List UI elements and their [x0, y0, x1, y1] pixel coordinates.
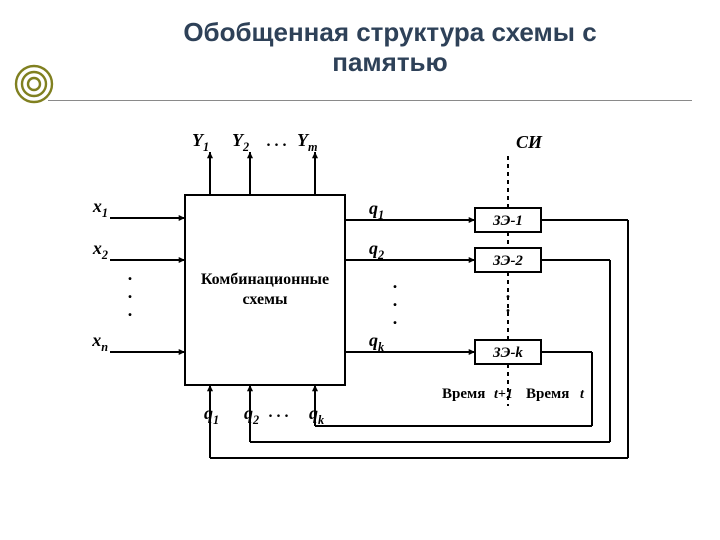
svg-text:q1: q1	[204, 403, 219, 427]
svg-text:.: .	[393, 308, 398, 328]
svg-text:. . .: . . .	[267, 133, 287, 150]
svg-text:q2: q2	[244, 403, 259, 427]
title-line1: Обобщенная структура схемы с	[183, 17, 596, 47]
svg-text:t+1: t+1	[494, 387, 513, 402]
svg-text:xn: xn	[91, 330, 108, 354]
svg-text:.: .	[128, 282, 133, 302]
page-title: Обобщенная структура схемы с памятью	[100, 18, 680, 78]
svg-text:t: t	[580, 387, 585, 402]
svg-text:Y1: Y1	[192, 130, 209, 154]
svg-text:q1: q1	[369, 198, 384, 222]
title-divider	[48, 100, 692, 101]
svg-text:ЗЭ-1: ЗЭ-1	[492, 213, 523, 229]
svg-text:.: .	[128, 264, 133, 284]
title-line2: памятью	[332, 47, 448, 77]
svg-text:.: .	[393, 272, 398, 292]
svg-text:qk: qk	[369, 330, 385, 354]
svg-text:Время: Время	[442, 386, 485, 402]
svg-text:Y2: Y2	[232, 130, 249, 154]
memory-scheme-diagram: КомбинационныесхемыY1Y2Ym. . .x1x2xn...q…	[70, 120, 670, 490]
svg-text:Комбинационные: Комбинационные	[201, 271, 329, 288]
svg-text:ЗЭ-k: ЗЭ-k	[492, 345, 523, 361]
svg-text:q2: q2	[369, 238, 384, 262]
svg-text:qk: qk	[309, 403, 325, 427]
svg-text:x2: x2	[92, 238, 108, 262]
svg-text:x1: x1	[92, 196, 108, 220]
svg-text:ЗЭ-2: ЗЭ-2	[492, 253, 523, 269]
svg-text:схемы: схемы	[243, 291, 288, 308]
svg-text:.: .	[393, 290, 398, 310]
svg-text:. . .: . . .	[269, 404, 289, 421]
svg-text:Время: Время	[526, 386, 569, 402]
svg-text:.: .	[128, 300, 133, 320]
svg-text:Ym: Ym	[297, 130, 318, 154]
swirl-decoration	[12, 62, 56, 111]
svg-text:СИ: СИ	[516, 132, 543, 152]
